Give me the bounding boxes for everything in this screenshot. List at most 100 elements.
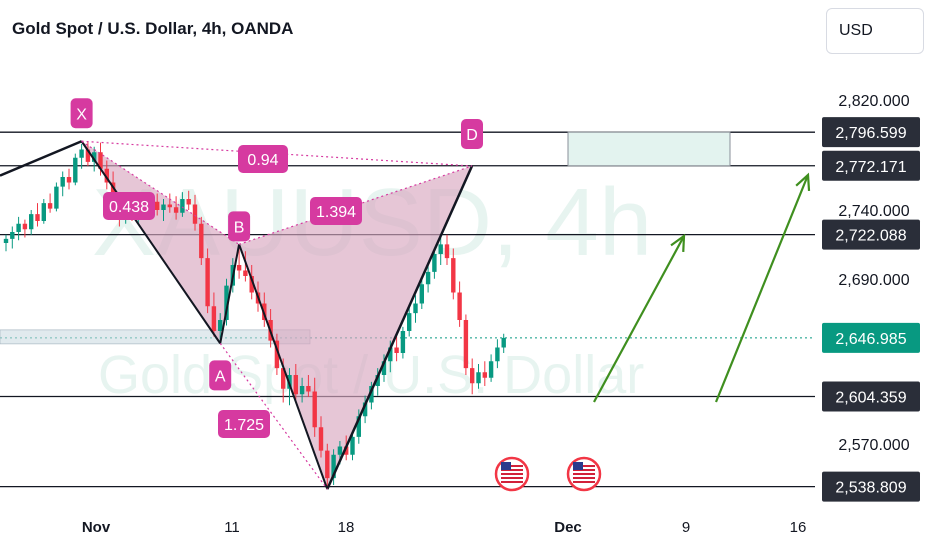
candle-body bbox=[381, 361, 387, 375]
leg-cd bbox=[326, 165, 474, 490]
flag-canton bbox=[501, 462, 511, 470]
candle-body bbox=[495, 347, 500, 362]
candle-body bbox=[318, 427, 324, 451]
candle-body bbox=[85, 149, 91, 162]
flag-stripe bbox=[501, 481, 523, 483]
ratio-label: 0.438 bbox=[103, 192, 155, 220]
candle-body bbox=[29, 214, 34, 230]
candle-body bbox=[331, 454, 336, 479]
leg-ab bbox=[219, 244, 241, 344]
candle-body bbox=[451, 258, 456, 293]
price-level-tag-bg bbox=[822, 381, 920, 412]
candle-body bbox=[224, 285, 229, 320]
x-tick-label: 11 bbox=[224, 519, 240, 536]
ratio-label-text: 1.725 bbox=[224, 417, 264, 434]
candle-body bbox=[444, 244, 450, 259]
point-label-bg bbox=[228, 211, 251, 242]
price-level-tag-text: 2,722.088 bbox=[835, 228, 906, 245]
candle-body bbox=[470, 368, 475, 384]
point-label-a: A bbox=[209, 360, 232, 391]
currency-label: USD bbox=[839, 22, 873, 39]
projection-arrow bbox=[714, 172, 811, 403]
leg-in bbox=[0, 140, 83, 177]
flag-stripe bbox=[573, 469, 595, 471]
candle-body bbox=[155, 201, 160, 210]
candle-body bbox=[92, 152, 97, 162]
candle-body bbox=[192, 204, 198, 224]
candle-body bbox=[362, 402, 368, 417]
y-axis: 2,820.000 2,740.000 2,690.000 2,570.000 2,79… bbox=[822, 93, 920, 502]
candle-body bbox=[236, 265, 242, 271]
pattern-xab bbox=[81, 141, 240, 344]
ratio-label-text: 0.438 bbox=[109, 199, 149, 216]
candle-body bbox=[482, 372, 487, 378]
candle-body bbox=[356, 416, 361, 437]
candle-body bbox=[161, 204, 166, 210]
price-level-tag: 2,772.171 bbox=[822, 150, 920, 181]
candle-body bbox=[3, 238, 9, 243]
harmonic-pattern bbox=[81, 141, 472, 490]
candle-body bbox=[98, 152, 103, 169]
candle-body bbox=[463, 320, 469, 369]
candle-body bbox=[306, 386, 311, 392]
y-tick-label: 2,740.000 bbox=[838, 203, 909, 220]
price-level-tag-text: 2,772.171 bbox=[835, 159, 906, 176]
leg-bc bbox=[238, 244, 329, 490]
candles bbox=[3, 141, 506, 490]
x-axis: Nov 11 18 Dec 9 16 bbox=[82, 519, 807, 536]
candle-body bbox=[400, 331, 406, 353]
candle-body bbox=[60, 177, 65, 187]
price-level-tag-bg bbox=[822, 471, 920, 502]
flag-stripe bbox=[573, 481, 595, 483]
candle-body bbox=[388, 347, 393, 362]
y-tick-label: 2,570.000 bbox=[838, 437, 909, 454]
candle-body bbox=[425, 271, 431, 285]
flag-stripe bbox=[501, 465, 523, 467]
support-zone bbox=[0, 329, 311, 345]
price-level-tag-text: 2,796.599 bbox=[835, 125, 906, 142]
candle-body bbox=[476, 372, 481, 384]
pattern-overlay: X A B D 0.94 0.438 1.394 1.725 bbox=[0, 98, 483, 490]
y-tick-label: 2,820.000 bbox=[838, 93, 909, 110]
point-label-bg bbox=[461, 119, 483, 149]
candle-body bbox=[299, 386, 305, 395]
price-level-tag: 2,538.809 bbox=[822, 471, 920, 502]
event-flags bbox=[494, 456, 602, 492]
arrow-head bbox=[795, 172, 811, 192]
current-price-tag: 2,646.985 bbox=[822, 322, 920, 353]
currency-button[interactable]: USD bbox=[826, 8, 924, 54]
link-bd bbox=[238, 165, 473, 245]
flag-stripe bbox=[501, 473, 523, 475]
point-label-x: X bbox=[70, 98, 93, 129]
leg-xa bbox=[80, 140, 222, 344]
chart-title: Gold Spot / U.S. Dollar, 4h, OANDA bbox=[12, 19, 294, 38]
candle-body bbox=[419, 284, 424, 304]
candle-body bbox=[350, 436, 355, 455]
point-label-text: B bbox=[234, 219, 245, 236]
target-zone bbox=[567, 131, 731, 167]
ratio-label-bg bbox=[103, 192, 155, 220]
price-level-tag-text: 2,538.809 bbox=[835, 480, 906, 497]
x-tick-label: 16 bbox=[790, 519, 807, 536]
x-tick-label: Nov bbox=[82, 519, 111, 536]
arrow-shaft bbox=[714, 174, 810, 403]
candle-body bbox=[186, 199, 191, 205]
candle-body bbox=[501, 337, 506, 348]
candle-body bbox=[218, 320, 223, 331]
point-label-text: X bbox=[76, 106, 87, 123]
candle-body bbox=[35, 214, 40, 221]
candle-body bbox=[344, 446, 349, 455]
candle-body bbox=[16, 223, 21, 232]
link-xb bbox=[81, 140, 240, 245]
candle-body bbox=[104, 168, 109, 183]
price-level-tag-text: 2,604.359 bbox=[835, 390, 906, 407]
projection-arrows bbox=[593, 172, 811, 403]
projection-arrow bbox=[593, 233, 686, 403]
us-flag-icon bbox=[566, 456, 602, 492]
price-level-tag-bg bbox=[822, 219, 920, 250]
point-label-text: A bbox=[215, 368, 226, 385]
ratio-label-bg bbox=[238, 145, 288, 173]
flag-stripe bbox=[501, 477, 523, 479]
arrow-shaft bbox=[593, 235, 685, 403]
